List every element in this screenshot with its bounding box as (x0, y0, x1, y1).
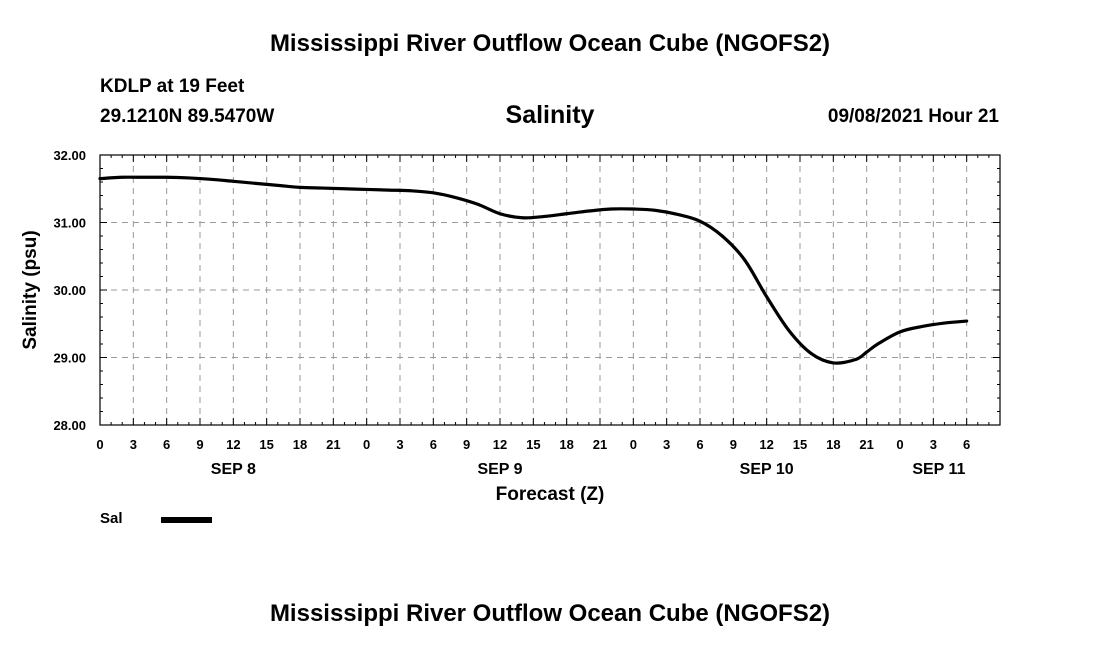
x-tick-label: 6 (696, 437, 703, 452)
x-tick-label: 12 (493, 437, 507, 452)
x-tick-label: 0 (896, 437, 903, 452)
x-tick-label: 18 (293, 437, 307, 452)
x-tick-label: 9 (730, 437, 737, 452)
x-tick-label: 6 (163, 437, 170, 452)
series-line-sal (98, 175, 969, 365)
x-tick-label: 0 (630, 437, 637, 452)
y-axis-label: Salinity (psu) (20, 230, 41, 349)
plot-title: Salinity (505, 101, 595, 129)
x-tick-label: 3 (663, 437, 670, 452)
x-tick-label: 15 (259, 437, 273, 452)
day-label: SEP 11 (912, 461, 965, 478)
x-tick-label: 3 (130, 437, 137, 452)
y-tick-label: 29.00 (53, 351, 86, 366)
x-tick-label: 9 (196, 437, 203, 452)
x-tick-label: 9 (463, 437, 470, 452)
y-tick-label: 30.00 (53, 283, 86, 298)
day-label: SEP 8 (211, 461, 256, 478)
station-label: KDLP at 19 Feet (100, 76, 245, 97)
x-tick-label: 21 (326, 437, 340, 452)
day-label: SEP 10 (740, 461, 794, 478)
x-tick-label: 0 (363, 437, 370, 452)
main-title: Mississippi River Outflow Ocean Cube (NG… (269, 30, 831, 57)
x-tick-label: 6 (430, 437, 437, 452)
forecast-datetime: 09/08/2021 Hour 21 (827, 106, 999, 127)
footer-title: Mississippi River Outflow Ocean Cube (NG… (269, 600, 831, 627)
y-tick-label: 32.00 (53, 148, 86, 163)
legend-swatch (161, 517, 212, 523)
x-tick-label: 15 (793, 437, 807, 452)
x-tick-label: 18 (826, 437, 840, 452)
x-tick-label: 3 (396, 437, 403, 452)
x-tick-label: 21 (593, 437, 607, 452)
x-tick-label: 12 (759, 437, 773, 452)
legend-label: Sal (100, 510, 123, 527)
x-tick-label: 15 (526, 437, 540, 452)
x-axis-label: Forecast (Z) (496, 484, 605, 505)
y-tick-label: 31.00 (53, 216, 86, 231)
x-tick-label: 21 (859, 437, 873, 452)
x-tick-label: 6 (963, 437, 970, 452)
day-label: SEP 9 (477, 461, 522, 478)
x-tick-label: 0 (96, 437, 103, 452)
x-tick-label: 3 (930, 437, 937, 452)
coordinates-label: 29.1210N 89.5470W (100, 106, 275, 127)
y-tick-label: 28.00 (53, 418, 86, 433)
x-tick-label: 12 (226, 437, 240, 452)
x-tick-label: 18 (559, 437, 573, 452)
